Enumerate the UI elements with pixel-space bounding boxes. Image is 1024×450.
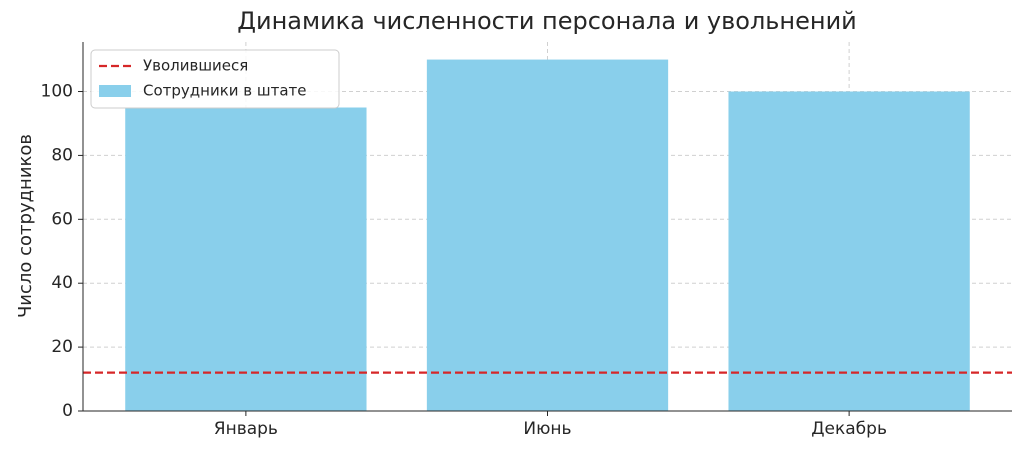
y-tick-label: 60: [51, 209, 73, 229]
legend-box: [90, 49, 340, 109]
x-tick-label: Декабрь: [811, 419, 887, 439]
x-tick-label: Июнь: [523, 419, 571, 439]
y-tick-label: 0: [62, 401, 73, 421]
bar: [426, 59, 669, 411]
y-tick-label: 40: [51, 273, 73, 293]
y-tick-label: 20: [51, 337, 73, 357]
chart-title: Динамика численности персонала и увольне…: [237, 7, 857, 35]
y-axis-label: Число сотрудников: [15, 134, 36, 318]
bar: [728, 91, 970, 412]
bar: [125, 107, 367, 412]
legend-swatch: [99, 85, 131, 97]
y-tick-label: 80: [51, 145, 73, 165]
x-tick-label: Январь: [214, 419, 278, 439]
legend-label: Уволившиеся: [143, 57, 248, 75]
y-tick-label: 100: [41, 82, 73, 102]
legend-label: Сотрудники в штате: [143, 82, 307, 100]
